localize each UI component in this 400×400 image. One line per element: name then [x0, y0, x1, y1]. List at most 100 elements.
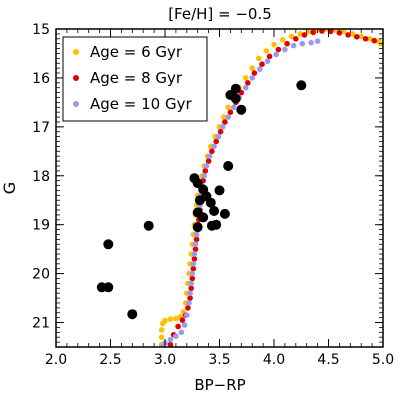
isochrone-point	[264, 58, 271, 65]
star-point	[219, 208, 230, 219]
isochrone-point	[225, 104, 231, 111]
y-tick-label: 17	[32, 120, 50, 136]
star-point	[223, 161, 234, 171]
isochrone-point	[367, 36, 373, 42]
isochrone-point	[193, 236, 200, 243]
isochrone-point	[275, 46, 282, 53]
x-tick-label: 3.0	[154, 352, 176, 368]
isochrone-point	[284, 40, 290, 47]
star-point	[230, 93, 241, 104]
isochrone-point	[209, 148, 215, 155]
isochrone-point	[188, 280, 194, 287]
isochrone-point	[184, 312, 190, 319]
star-point	[209, 206, 220, 216]
star-point	[192, 222, 203, 233]
legend-marker	[73, 101, 79, 107]
isochrone-point	[230, 104, 237, 111]
y-tick-label: 18	[32, 169, 50, 185]
isochrone-point	[249, 75, 255, 81]
isochrone-point	[266, 53, 273, 60]
isochrone-point	[203, 163, 210, 169]
isochrone-point	[221, 114, 227, 120]
isochrone-point	[249, 65, 255, 71]
isochrone-point	[215, 133, 222, 140]
series-4	[96, 80, 307, 320]
isochrone-point	[173, 315, 179, 322]
isochrone-point	[173, 333, 179, 340]
isochrone-point	[299, 40, 306, 47]
x-axis-label: BP−RP	[194, 376, 245, 394]
isochrone-point	[349, 31, 356, 37]
isochrone-point	[162, 317, 168, 324]
star-point	[205, 197, 216, 208]
isochrone-point	[186, 300, 192, 306]
isochrone-point	[245, 80, 251, 86]
isochrone-point	[310, 29, 317, 36]
isochrone-point	[189, 270, 196, 277]
isochrone-point	[288, 33, 295, 40]
star-point	[143, 220, 154, 231]
star-point	[214, 185, 225, 196]
star-point	[211, 219, 222, 230]
isochrone-point	[242, 75, 249, 81]
isochrone-point	[293, 36, 299, 42]
isochrone-point	[205, 158, 212, 164]
isochrone-point	[178, 329, 185, 336]
isochrone-point	[255, 55, 262, 62]
y-axis-label: G	[0, 182, 19, 194]
star-point	[127, 309, 138, 320]
isochrone-point	[222, 119, 228, 125]
isochrone-point	[201, 173, 207, 179]
legend-label: Age = 8 Gyr	[90, 69, 183, 87]
isochrone-point	[192, 246, 199, 252]
isochrone-point	[190, 265, 197, 272]
legend: Age = 6 Gyr Age = 8 Gyr Age = 10 Gyr	[62, 36, 208, 122]
isochrone-point	[290, 42, 297, 49]
isochrone-point	[188, 285, 194, 292]
isochrone-point	[341, 29, 347, 35]
isochrone-point	[187, 295, 193, 301]
isochrone-point	[358, 33, 365, 40]
isochrone-point	[202, 168, 209, 174]
isochrone-point	[259, 61, 265, 67]
star-point	[103, 239, 114, 250]
x-tick-label: 5.0	[372, 352, 394, 368]
isochrone-point	[220, 124, 226, 130]
y-tick-label: 16	[32, 71, 50, 87]
isochrone-point	[185, 305, 191, 311]
isochrone-point	[189, 275, 196, 282]
legend-marker	[73, 75, 79, 81]
isochrone-point	[319, 29, 325, 34]
series-1	[158, 29, 383, 347]
isochrone-point	[345, 32, 351, 38]
y-tick-label: 20	[32, 267, 50, 283]
isochrone-point	[301, 32, 308, 38]
isochrone-point	[306, 29, 312, 35]
isochrone-point	[175, 323, 181, 330]
isochrone-point	[297, 31, 304, 37]
isochrone-point	[158, 327, 165, 333]
isochrone-point	[217, 128, 224, 135]
isochrone-point	[167, 336, 174, 343]
isochrone-point	[362, 36, 369, 42]
star-point	[296, 80, 307, 91]
x-tick-label: 2.5	[99, 352, 121, 368]
isochrone-point	[257, 66, 263, 72]
x-tick-label: 2.0	[45, 352, 67, 368]
star-point	[230, 83, 241, 94]
isochrone-point	[271, 41, 277, 48]
isochrone-point	[327, 29, 334, 35]
legend-box	[62, 36, 208, 122]
isochrone-point	[242, 84, 249, 91]
legend-label: Age = 10 Gyr	[90, 95, 192, 113]
isochrone-point	[192, 241, 199, 248]
x-tick-label: 4.0	[263, 352, 285, 368]
isochrone-point	[187, 290, 193, 297]
isochrone-point	[282, 46, 288, 53]
isochrone-point	[191, 251, 198, 257]
y-tick-label: 21	[32, 316, 50, 332]
isochrone-point	[181, 322, 188, 328]
plot-frame	[55, 28, 384, 348]
isochrone-point	[179, 317, 186, 323]
isochrone-point	[206, 153, 213, 159]
